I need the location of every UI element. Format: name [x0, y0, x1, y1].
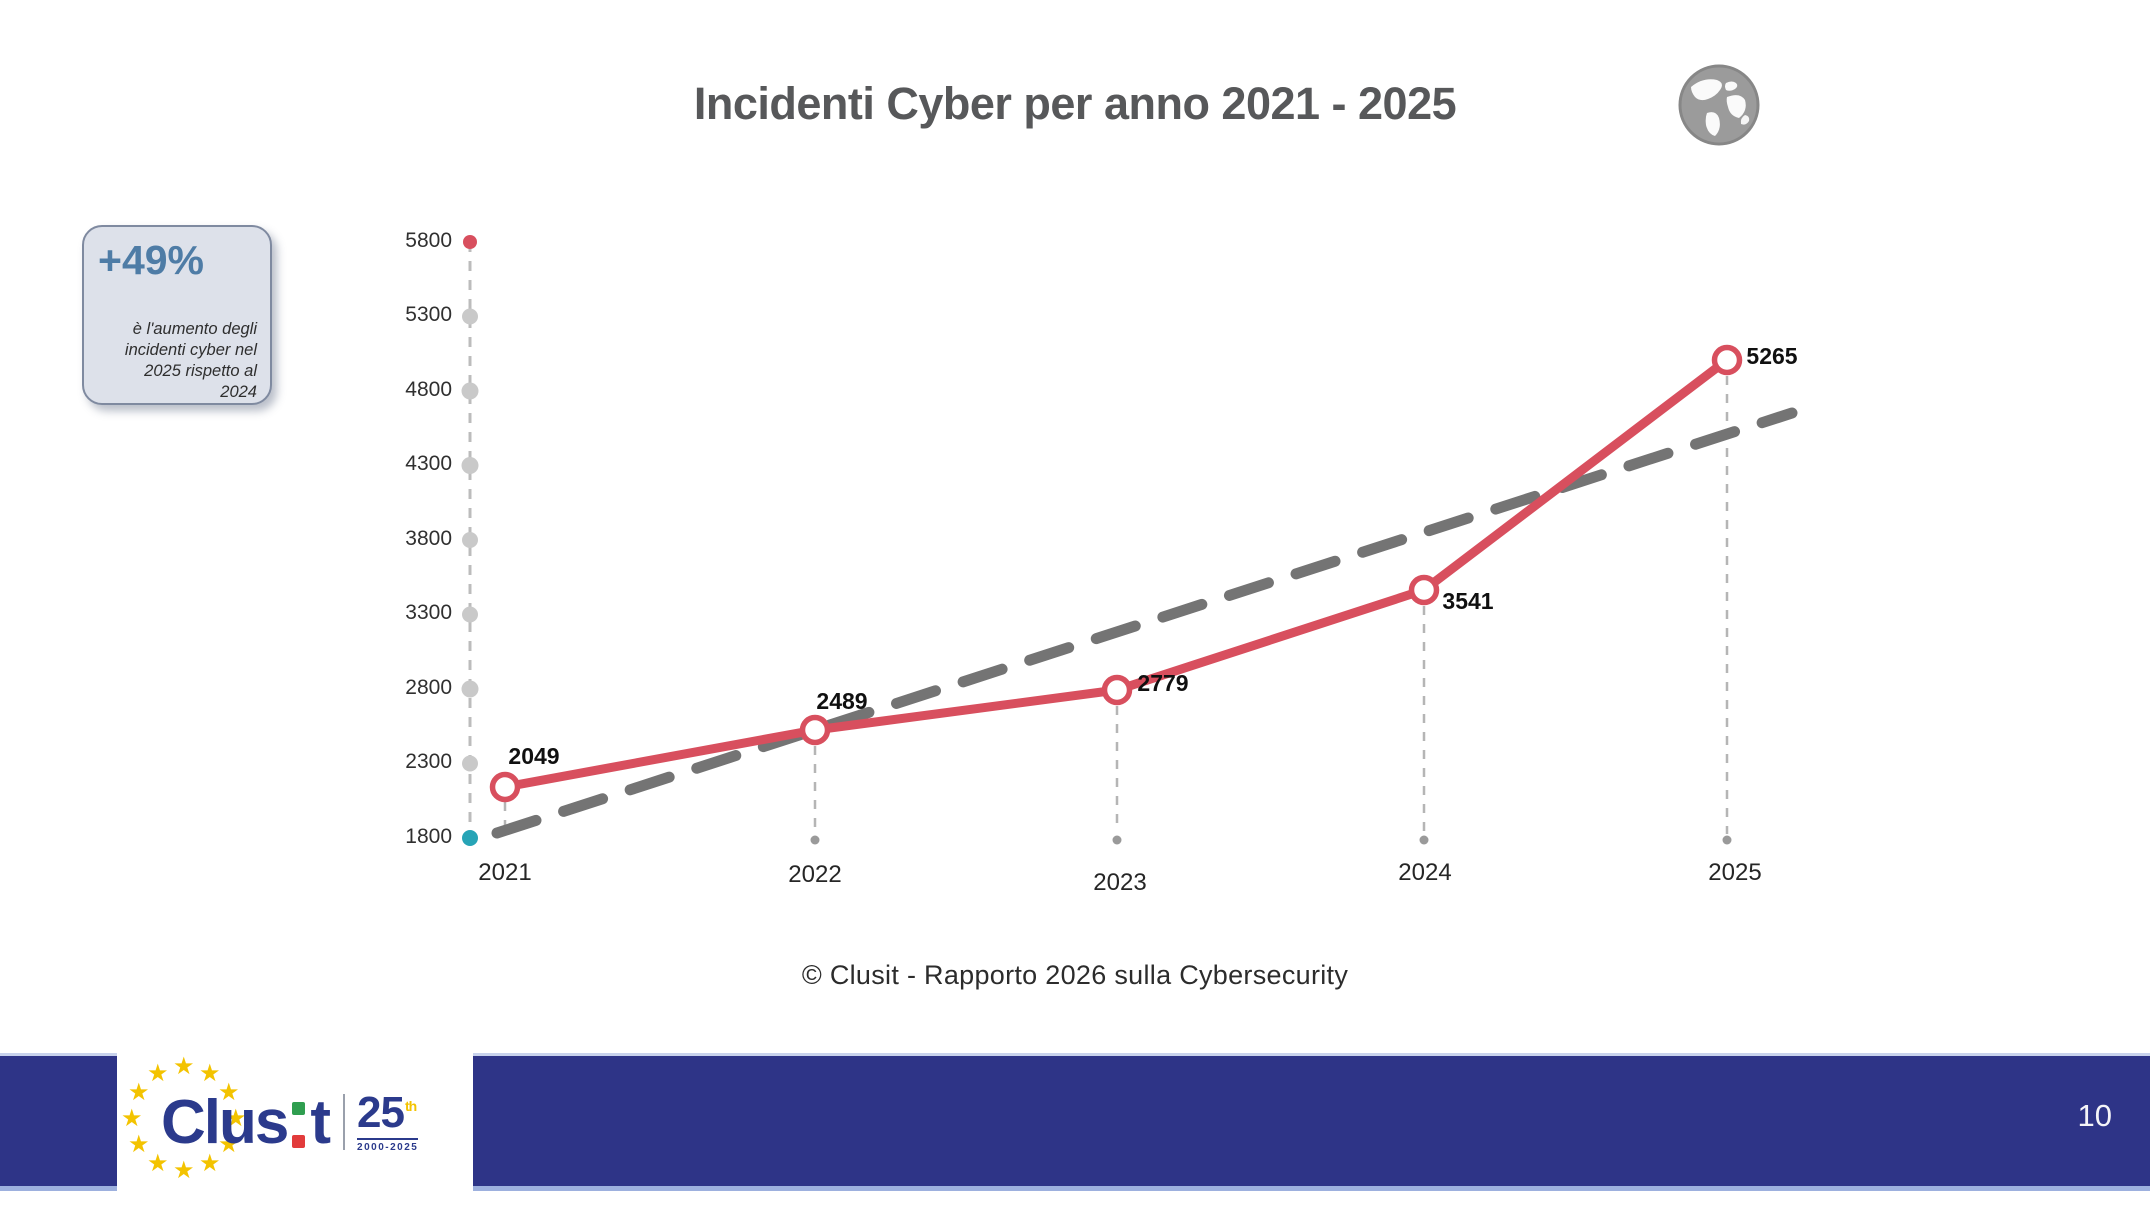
value-label-2022: 2489	[816, 688, 868, 714]
logo-text-right: t	[310, 1087, 331, 1157]
logo-text-left: Clus	[161, 1087, 289, 1157]
logo-anniversary: 25th 2000-2025	[357, 1088, 419, 1153]
y-tick-5300: 5300	[405, 303, 452, 326]
y-tick-2300: 2300	[405, 750, 452, 773]
logo-divider	[343, 1094, 346, 1150]
star-icon: ★	[128, 1079, 150, 1106]
highlight-callout: +49% è l'aumento degli incidenti cyber n…	[82, 225, 272, 405]
y-tick-5800: 5800	[405, 229, 452, 252]
series-line	[500, 355, 1732, 792]
x-label-2021: 2021	[478, 859, 532, 886]
globe-icon	[1678, 64, 1760, 146]
trend-line	[491, 407, 1798, 839]
star-icon: ★	[147, 1150, 169, 1177]
star-icon: ★	[225, 1105, 247, 1132]
series-markers	[489, 344, 1743, 803]
page-title: Incidenti Cyber per anno 2021 - 2025	[693, 78, 1457, 129]
star-icon: ★	[128, 1131, 150, 1158]
star-icon: ★	[199, 1060, 221, 1087]
star-icon: ★	[173, 1053, 195, 1080]
clusit-logo: Clus t 25th 2000-2025	[161, 1053, 419, 1191]
copyright-text: © Clusit - Rapporto 2026 sulla Cybersecu…	[801, 960, 1349, 990]
callout-percentage: +49%	[98, 237, 205, 283]
star-icon: ★	[147, 1060, 169, 1087]
value-label-2024: 3541	[1442, 588, 1494, 614]
x-label-2025: 2025	[1708, 859, 1762, 886]
y-tick-4300: 4300	[405, 452, 452, 475]
logo-green-square	[292, 1102, 306, 1115]
y-tick-1800: 1800	[405, 825, 452, 848]
anniversary-sup: th	[404, 1098, 417, 1115]
y-tick-3800: 3800	[405, 527, 452, 550]
value-label-2023: 2779	[1137, 670, 1189, 696]
logo-i-dots	[292, 1102, 306, 1148]
clusit-logo-panel: ★ ★ ★ ★ ★ ★ ★ ★ ★ ★ ★ ★ Clus t 25th 2000…	[117, 1053, 473, 1191]
drop-line-base-dots	[810, 835, 1732, 845]
y-axis-dots	[461, 235, 479, 846]
y-tick-4800: 4800	[405, 378, 452, 401]
star-icon: ★	[199, 1150, 221, 1177]
anniversary-number: 25th	[357, 1088, 417, 1137]
star-icon: ★	[173, 1157, 195, 1184]
star-icon: ★	[121, 1105, 143, 1132]
x-label-2022: 2022	[788, 861, 842, 888]
callout-description: è l'aumento degli incidenti cyber nel 20…	[124, 320, 257, 402]
value-label-2021: 2049	[508, 743, 560, 769]
star-icon: ★	[218, 1131, 240, 1158]
y-tick-2800: 2800	[405, 676, 452, 699]
x-label-2023: 2023	[1093, 869, 1147, 896]
logo-red-square	[292, 1135, 306, 1148]
x-label-2024: 2024	[1398, 859, 1452, 886]
drop-lines	[503, 376, 1729, 834]
clusit-logo-wordmark: Clus t	[161, 1087, 331, 1158]
value-label-2025: 5265	[1746, 343, 1798, 369]
anniversary-years: 2000-2025	[357, 1138, 419, 1153]
star-icon: ★	[218, 1079, 240, 1106]
y-tick-3300: 3300	[405, 601, 452, 624]
page-number: 10	[2077, 1098, 2112, 1133]
